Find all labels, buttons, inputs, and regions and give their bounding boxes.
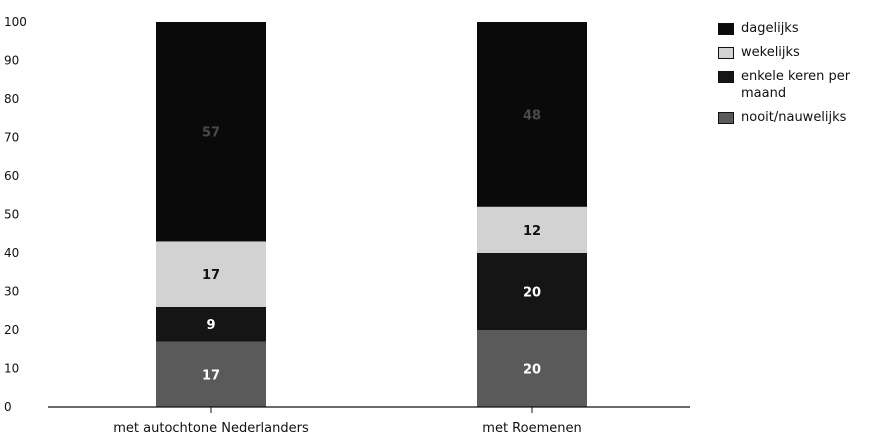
y-tick-label: 80 bbox=[4, 92, 19, 106]
legend-label: nooit/nauwelijks bbox=[741, 110, 847, 125]
bar-segment-label: 57 bbox=[202, 126, 220, 141]
y-tick-label: 60 bbox=[4, 169, 19, 183]
segment-labels: 17 9 17 57 20 20 12 48 bbox=[202, 108, 541, 383]
y-tick-label: 20 bbox=[4, 323, 19, 337]
legend-label: enkele keren per maand bbox=[741, 69, 851, 101]
legend-swatch bbox=[718, 112, 734, 124]
bar-segment bbox=[156, 22, 266, 242]
y-tick-label: 40 bbox=[4, 246, 19, 260]
legend-swatch bbox=[718, 71, 734, 83]
bar-segment bbox=[477, 206, 587, 253]
legend-swatch bbox=[718, 23, 734, 35]
bar-segment-label: 9 bbox=[206, 318, 215, 333]
y-tick-label: 70 bbox=[4, 131, 19, 145]
bars bbox=[156, 22, 587, 407]
legend-item: dagelijks bbox=[718, 20, 878, 37]
bar-segment-label: 17 bbox=[202, 368, 220, 383]
bar-segment-label: 20 bbox=[523, 363, 541, 378]
y-tick-label: 50 bbox=[4, 208, 19, 222]
bar-segment-label: 20 bbox=[523, 286, 541, 301]
bar-segment-label: 12 bbox=[523, 224, 541, 239]
bar-segment-label: 48 bbox=[523, 108, 541, 123]
legend-label: dagelijks bbox=[741, 21, 799, 36]
legend-item: enkele keren per maand bbox=[718, 68, 878, 102]
bar-segment bbox=[156, 241, 266, 307]
x-category-label: met autochtone Nederlanders bbox=[113, 421, 309, 436]
bar-segment bbox=[477, 330, 587, 407]
legend-label: wekelijks bbox=[741, 45, 800, 60]
x-category-label: met Roemenen bbox=[482, 421, 581, 436]
y-tick-label: 100 bbox=[4, 15, 27, 29]
y-tick-label: 30 bbox=[4, 285, 19, 299]
legend-item: nooit/nauwelijks bbox=[718, 109, 878, 126]
y-axis: 0 10 20 30 40 50 60 70 80 90 100 bbox=[4, 15, 27, 414]
legend-item: wekelijks bbox=[718, 44, 878, 61]
bar-segment bbox=[156, 306, 266, 342]
x-axis: met autochtone Nederlanders met Roemenen bbox=[48, 406, 690, 436]
bar-segment bbox=[477, 253, 587, 330]
y-tick-label: 90 bbox=[4, 54, 19, 68]
bar-segment-label: 17 bbox=[202, 268, 220, 283]
y-tick-label: 10 bbox=[4, 362, 19, 376]
legend-swatch bbox=[718, 47, 734, 59]
bar-segment bbox=[477, 22, 587, 207]
y-tick-label: 0 bbox=[4, 400, 12, 414]
bar-segment bbox=[156, 341, 266, 407]
legend: dagelijks wekelijks enkele keren per maand… bbox=[718, 20, 878, 133]
